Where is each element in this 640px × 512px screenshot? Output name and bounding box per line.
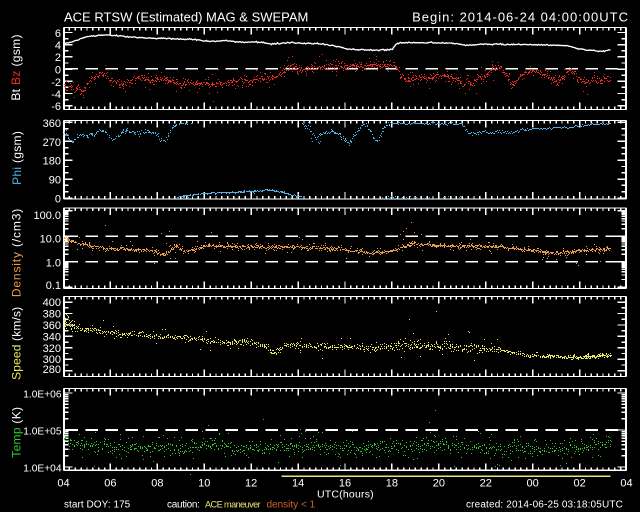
svg-text:6: 6: [55, 28, 61, 40]
svg-text:10: 10: [198, 478, 210, 490]
svg-text:04: 04: [620, 478, 632, 490]
svg-text:14: 14: [292, 478, 304, 490]
svg-text:22: 22: [480, 478, 492, 490]
svg-text:90: 90: [49, 175, 61, 187]
svg-text:-2: -2: [51, 77, 61, 89]
svg-text:12: 12: [245, 478, 257, 490]
svg-text:Begin: 2014-06-24 04:00:00UTC: Begin: 2014-06-24 04:00:00UTC: [412, 10, 629, 25]
svg-text:2: 2: [55, 52, 61, 64]
svg-text:Temp (K): Temp (K): [10, 407, 24, 458]
svg-text:0: 0: [55, 193, 61, 205]
svg-text:100.0: 100.0: [33, 210, 61, 222]
svg-text:06: 06: [104, 478, 116, 490]
svg-text:created: 2014-06-25 03:18:05UT: created: 2014-06-25 03:18:05UTC: [466, 500, 623, 511]
svg-text:16: 16: [339, 478, 351, 490]
svg-text:20: 20: [433, 478, 445, 490]
svg-text:Speed (km/s): Speed (km/s): [10, 307, 24, 380]
svg-text:1.0E+05: 1.0E+05: [23, 427, 62, 438]
svg-text:caution:: caution:: [167, 500, 200, 511]
svg-text:-4: -4: [51, 89, 61, 101]
svg-text:180: 180: [43, 156, 61, 168]
svg-text:320: 320: [43, 343, 61, 355]
svg-text:400: 400: [43, 297, 61, 309]
svg-text:08: 08: [151, 478, 163, 490]
svg-text:Density (/cm3): Density (/cm3): [10, 208, 24, 297]
svg-text:1.0E+06: 1.0E+06: [23, 390, 62, 401]
svg-text:0: 0: [55, 64, 61, 76]
svg-text:1.0E+04: 1.0E+04: [23, 464, 62, 475]
svg-text:UTC(hours): UTC(hours): [317, 489, 374, 501]
svg-text:-6: -6: [51, 101, 61, 113]
svg-text:360: 360: [43, 320, 61, 332]
svg-text:04: 04: [57, 478, 69, 490]
svg-text:Phi (gsm): Phi (gsm): [10, 131, 24, 185]
svg-text:10.0: 10.0: [40, 234, 61, 246]
svg-text:1.0: 1.0: [46, 257, 61, 269]
svg-text:02: 02: [573, 478, 585, 490]
svg-text:270: 270: [43, 137, 61, 149]
svg-text:density < 1: density < 1: [267, 500, 316, 511]
svg-text:340: 340: [43, 331, 61, 343]
svg-text:18: 18: [386, 478, 398, 490]
svg-text:280: 280: [43, 364, 61, 376]
svg-text:300: 300: [43, 354, 61, 366]
svg-text:0.1: 0.1: [46, 280, 61, 292]
svg-text:Bt Bz (gsm): Bt Bz (gsm): [9, 34, 23, 101]
svg-text:00: 00: [527, 478, 539, 490]
svg-text:start DOY: 175: start DOY: 175: [64, 500, 131, 511]
svg-text:ACE RTSW (Estimated) MAG & SWE: ACE RTSW (Estimated) MAG & SWEPAM: [64, 10, 308, 25]
svg-text:360: 360: [43, 118, 61, 130]
svg-text:4: 4: [55, 40, 61, 52]
svg-text:ACE maneuver: ACE maneuver: [205, 500, 261, 510]
svg-text:380: 380: [43, 309, 61, 321]
